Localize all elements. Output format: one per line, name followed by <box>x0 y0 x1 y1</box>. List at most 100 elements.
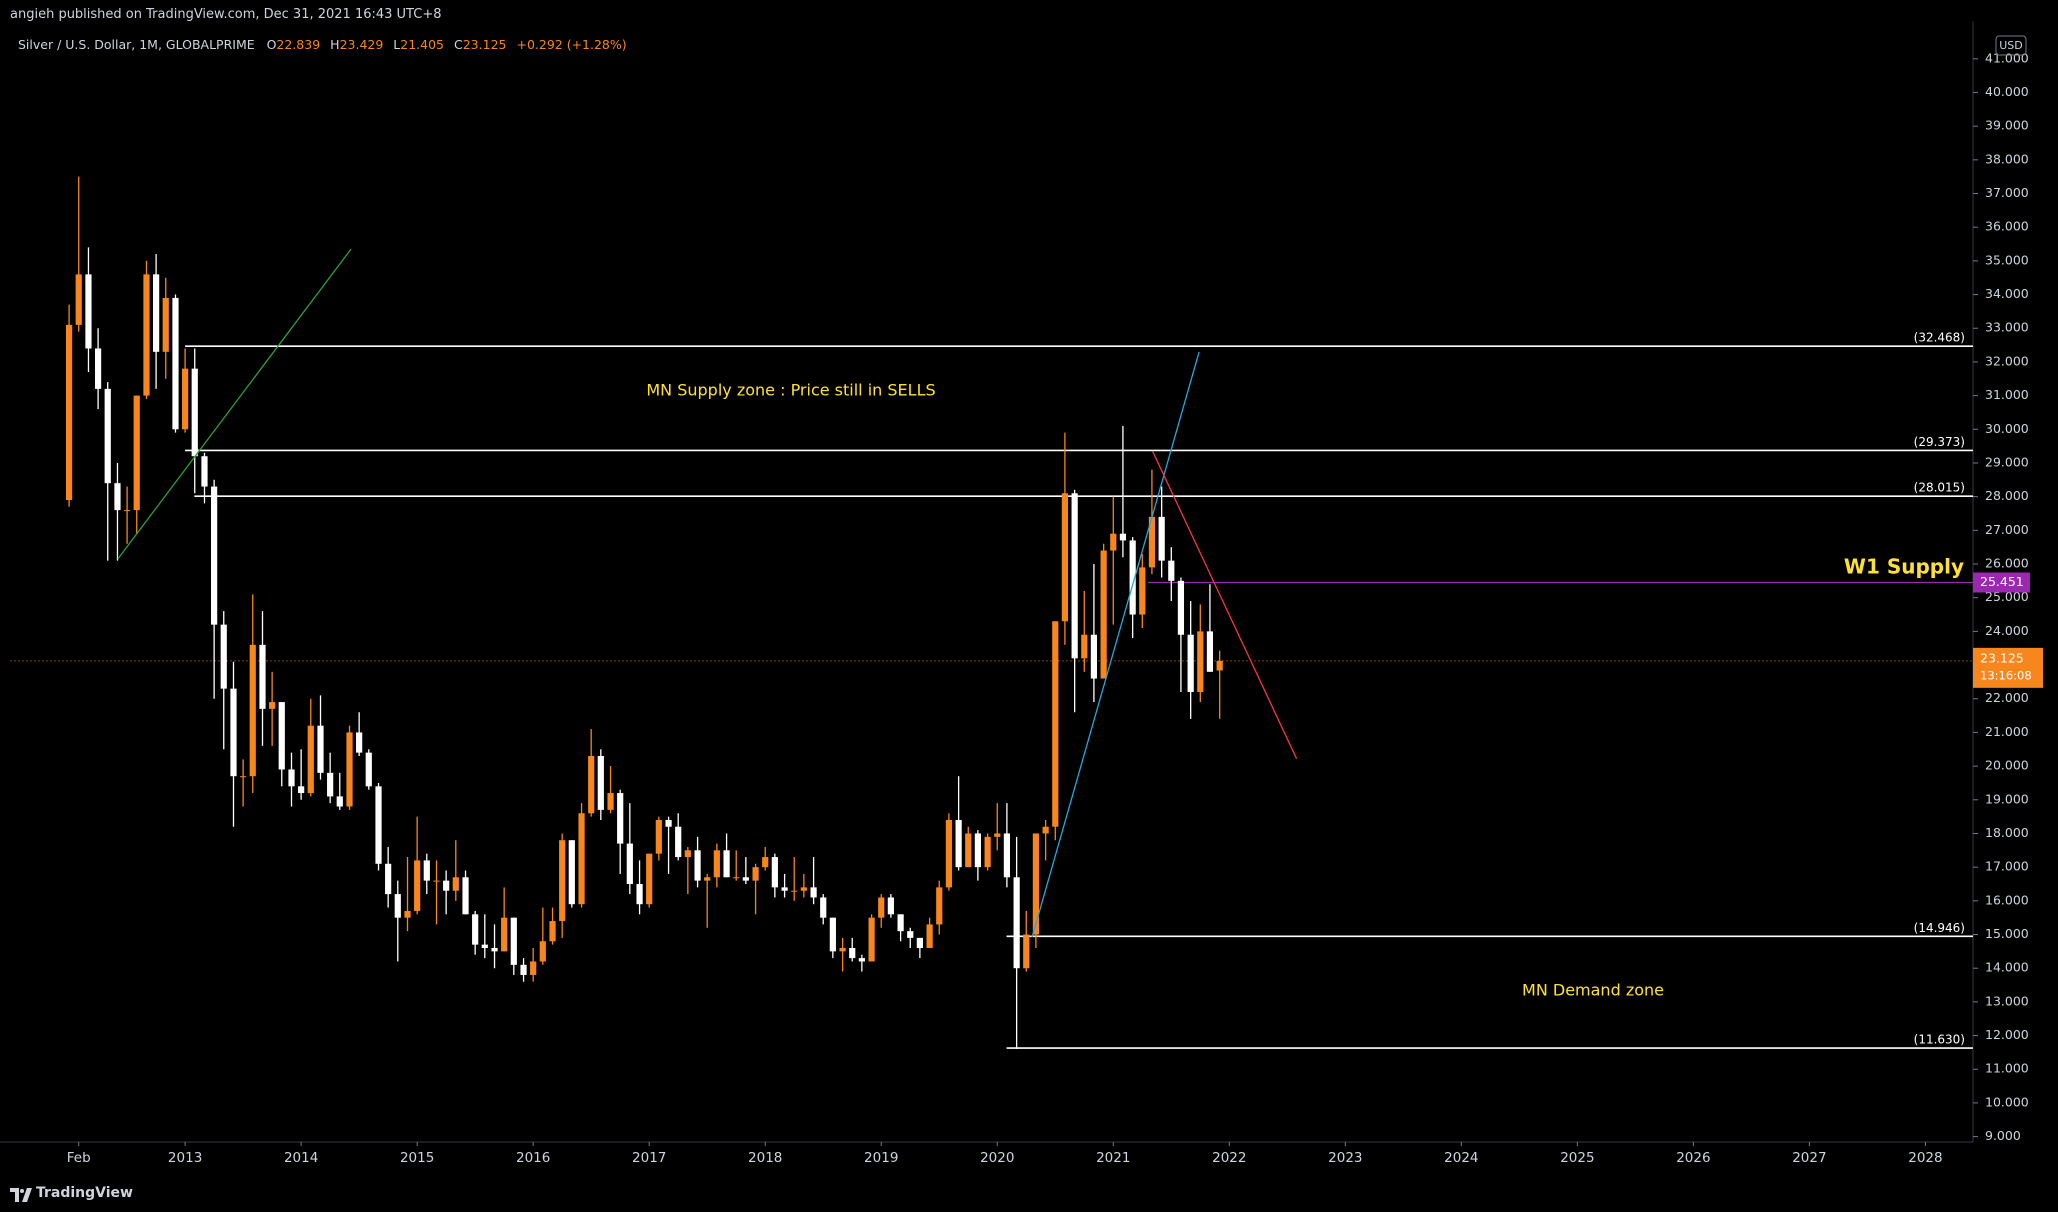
candle-body <box>288 769 295 787</box>
candle-body <box>868 917 875 962</box>
candle-body <box>211 486 218 625</box>
candle-body <box>375 786 382 864</box>
candle-body <box>1216 660 1223 671</box>
candle-body <box>327 772 334 797</box>
x-tick-label: 2022 <box>1212 1150 1246 1166</box>
candle-body <box>1052 621 1059 827</box>
y-tick-label: 31.000 <box>1985 387 2029 402</box>
candle-body <box>1061 493 1069 622</box>
y-tick-label: 10.000 <box>1985 1094 2029 1109</box>
candle-body <box>172 297 179 430</box>
annotation: MN Demand zone <box>1522 981 1664 1000</box>
candle-body <box>636 883 643 905</box>
candle-body <box>907 931 914 938</box>
currency: USD <box>1999 39 2023 52</box>
candle-body <box>878 897 885 918</box>
candle-body <box>597 756 604 810</box>
y-tick-label: 13.000 <box>1985 993 2029 1008</box>
ohlc-value: 21.405 <box>400 37 445 52</box>
candle-body <box>501 917 508 952</box>
y-tick-label: 28.000 <box>1985 488 2029 503</box>
x-tick-label: Feb <box>67 1150 91 1166</box>
candle-body <box>723 850 730 878</box>
candle-body <box>230 688 237 777</box>
currency-box <box>1995 35 2027 56</box>
ohlc-value: 23.429 <box>339 37 384 52</box>
candle-body <box>771 857 778 888</box>
candle-body <box>269 702 276 709</box>
candle-body <box>578 813 585 905</box>
candle-body <box>1187 634 1194 693</box>
y-tick-label: 38.000 <box>1985 151 2029 166</box>
y-tick-label: 32.000 <box>1985 353 2029 368</box>
price-tag-label: 23.125 <box>1980 650 2024 665</box>
candle-body <box>249 644 256 777</box>
candle-body <box>153 274 160 352</box>
candle-body <box>240 776 247 778</box>
candle-body <box>1032 833 1039 935</box>
candle-body <box>1148 516 1156 568</box>
brand: TradingView <box>36 1185 133 1201</box>
x-tick-label: 2023 <box>1328 1150 1362 1166</box>
candle-body <box>346 732 353 807</box>
candle-body <box>423 860 430 881</box>
candle-body <box>336 796 343 807</box>
candle-body <box>829 917 836 952</box>
candle-body <box>1139 567 1146 615</box>
level-label: (32.468) <box>1914 331 1965 345</box>
candle-body <box>568 840 575 905</box>
trendline <box>1152 451 1298 759</box>
candle-body <box>752 867 759 881</box>
candle-body <box>191 368 198 457</box>
y-tick-label: 22.000 <box>1985 690 2029 705</box>
y-tick-label: 19.000 <box>1985 791 2029 806</box>
candle-body <box>1177 580 1185 635</box>
candle-body <box>394 894 401 918</box>
candle-body <box>65 324 73 501</box>
candle-body <box>559 840 566 922</box>
trendline <box>117 248 352 560</box>
y-tick-label: 9.000 <box>1985 1128 2021 1143</box>
candle-body <box>791 890 798 892</box>
candle-body <box>530 961 537 975</box>
candle-body <box>858 958 865 962</box>
candle-body <box>839 947 846 952</box>
candle-body <box>704 877 711 881</box>
candle-body <box>143 274 150 396</box>
trendline <box>1031 351 1200 938</box>
symbol-header: Silver / U.S. Dollar, 1M, GLOBALPRIME O2… <box>18 37 633 52</box>
candle-body <box>1168 560 1175 581</box>
y-tick-label: 14.000 <box>1985 960 2029 975</box>
annotation: MN Supply zone : Price still in SELLS <box>646 381 935 400</box>
candle-body <box>936 887 943 925</box>
y-tick-label: 25.000 <box>1985 589 2029 604</box>
candle-body <box>926 924 933 948</box>
y-tick-label: 39.000 <box>1985 118 2029 133</box>
w1-price-tag-label: 25.451 <box>1980 574 2024 589</box>
candle-body <box>94 348 102 389</box>
y-tick-label: 36.000 <box>1985 219 2029 234</box>
candle-body <box>1129 540 1136 615</box>
ohlc-label: C <box>454 37 463 52</box>
y-tick-label: 21.000 <box>1985 724 2029 739</box>
annotation: W1 Supply <box>1844 555 1964 579</box>
candle-body <box>1158 516 1165 561</box>
candle-body <box>994 833 1001 837</box>
y-tick-label: 35.000 <box>1985 252 2029 267</box>
candle-body <box>1003 833 1010 878</box>
candle-body <box>85 274 92 349</box>
y-tick-label: 11.000 <box>1985 1061 2029 1076</box>
candle-body <box>1090 634 1098 679</box>
candle-body <box>356 732 363 753</box>
candle-body <box>404 910 411 918</box>
candle-body <box>414 860 421 911</box>
candle-body <box>820 897 827 918</box>
candle-body <box>781 887 788 891</box>
chart: 9.000 10.000 11.000 12.000 13.000 14.000 15.00… <box>0 21 2043 1166</box>
candle-body <box>162 297 169 352</box>
candle-body <box>713 850 720 878</box>
candle-body <box>220 624 227 689</box>
y-tick-label: 30.000 <box>1985 421 2029 436</box>
candle-body <box>549 921 556 942</box>
